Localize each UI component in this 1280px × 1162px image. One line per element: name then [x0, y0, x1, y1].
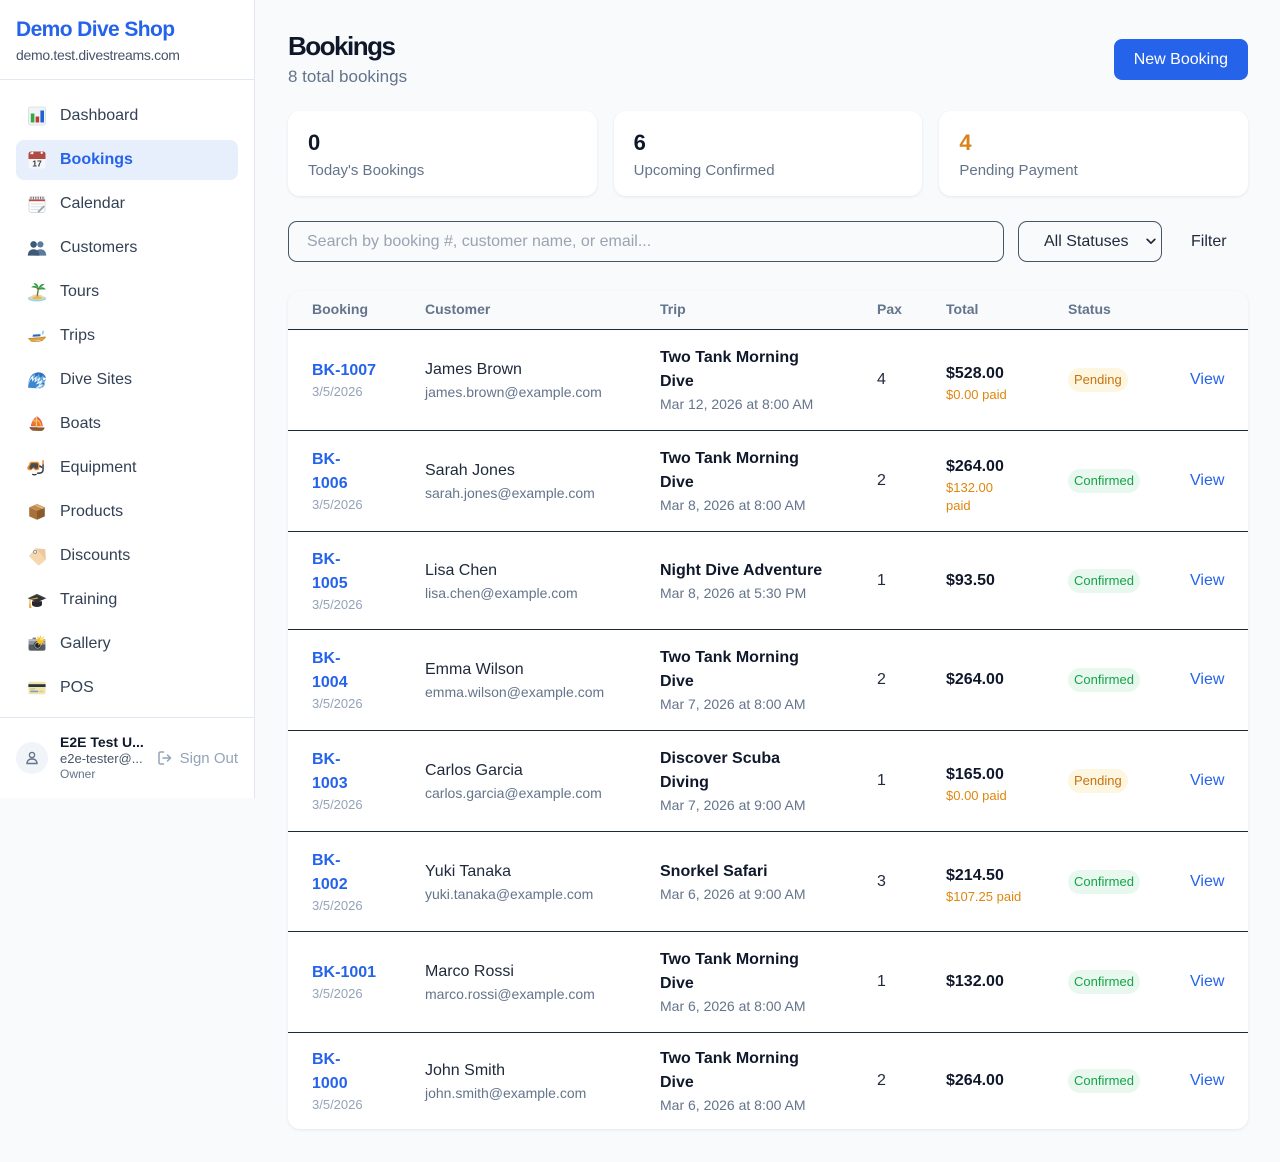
svg-text:17: 17: [32, 158, 42, 168]
